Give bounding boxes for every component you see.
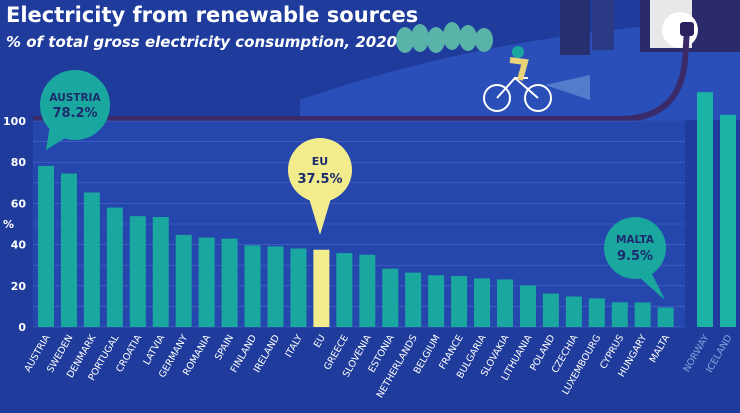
callout-malta-value: 9.5% (617, 249, 653, 264)
bar-latvia (152, 216, 169, 327)
bar-norway (697, 92, 713, 327)
bar-ireland (267, 246, 284, 327)
plug-icon (680, 22, 694, 36)
bar-slovenia (359, 254, 376, 327)
callout-malta-name: MALTA (616, 234, 655, 246)
bar-croatia (129, 216, 146, 327)
bar-czechia (565, 296, 582, 327)
callout-malta: MALTA 9.5% (604, 217, 666, 300)
bars (38, 92, 736, 327)
y-axis-label: % (3, 218, 14, 231)
callout-eu-value: 37.5% (297, 172, 342, 187)
callout-austria-name: AUSTRIA (49, 92, 101, 104)
y-tick-label: 100 (3, 115, 26, 128)
bar-france (451, 275, 468, 327)
y-tick-label: 0 (18, 321, 26, 334)
chart-title: Electricity from renewable sources (6, 3, 418, 27)
bar-estonia (382, 268, 399, 327)
callout-eu-name: EU (312, 155, 328, 168)
y-tick-label: 20 (11, 280, 27, 293)
bar-austria (38, 165, 54, 327)
callout-eu: EU 37.5% (288, 138, 352, 235)
city-skyline-decoration (560, 0, 740, 55)
bar-denmark (83, 192, 100, 327)
bar-hungary (634, 302, 651, 327)
trees-decoration (396, 22, 493, 53)
bar-eu (313, 249, 330, 327)
axis-line-cable (33, 29, 690, 122)
bar-greece (336, 253, 353, 327)
bar-luxembourg (588, 298, 605, 327)
cyclist-illustration (483, 46, 590, 112)
y-ticks: 0 20 40 60 80 100 (3, 115, 26, 334)
y-tick-label: 80 (11, 156, 27, 169)
bar-netherlands (405, 272, 422, 327)
y-tick-label: 60 (11, 197, 27, 210)
bar-belgium (428, 275, 445, 327)
bar-sweden (60, 173, 77, 327)
bar-poland (542, 293, 559, 327)
bar-iceland (720, 114, 736, 327)
bar-finland (244, 245, 261, 327)
chart-subtitle: % of total gross electricity consumption… (6, 33, 397, 51)
bar-slovakia (497, 279, 513, 327)
bar-portugal (106, 207, 123, 327)
y-tick-label: 40 (11, 239, 27, 252)
bar-bulgaria (474, 278, 491, 327)
callout-austria-value: 78.2% (52, 106, 97, 121)
bar-germany (175, 234, 192, 327)
bar-spain (221, 238, 238, 327)
bar-cyprus (611, 302, 628, 327)
callout-austria: AUSTRIA 78.2% (40, 70, 110, 150)
bar-romania (198, 237, 215, 327)
bar-lithuania (519, 285, 536, 327)
bar-italy (290, 248, 307, 327)
bar-malta (657, 307, 674, 327)
